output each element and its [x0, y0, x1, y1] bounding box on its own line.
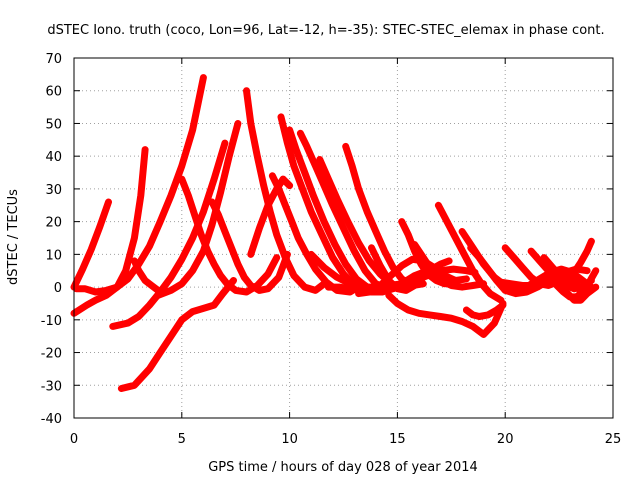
- series-line-28: [462, 301, 507, 320]
- x-tick-label: 15: [389, 432, 406, 447]
- series-line-38: [562, 267, 582, 289]
- y-tick-label: -10: [41, 314, 62, 329]
- y-tick-label: 50: [45, 117, 62, 132]
- series-line-9: [208, 198, 291, 294]
- series-line-1: [70, 198, 112, 291]
- series-line-18: [324, 267, 444, 296]
- grid-lines: [74, 58, 613, 418]
- y-axis-ticks: -40 -30 -20 -10 0 10 20 30 40 50 60 70: [41, 52, 613, 427]
- x-axis-label: GPS time / hours of day 028 of year 2014: [208, 460, 478, 475]
- series-line-7: [154, 120, 242, 299]
- series-line-21: [385, 291, 507, 338]
- x-tick-label: 10: [281, 432, 298, 447]
- series-line-25: [434, 201, 505, 304]
- series-group: [70, 74, 600, 392]
- x-tick-label: 5: [178, 432, 186, 447]
- y-tick-label: 20: [45, 216, 62, 231]
- series-line-36: [557, 283, 600, 304]
- series-line-6: [130, 257, 162, 294]
- y-tick-label: -40: [41, 412, 62, 427]
- plot-frame: [73, 57, 614, 419]
- y-tick-label: -30: [41, 379, 62, 394]
- series-line-20: [355, 255, 470, 298]
- y-tick-label: 10: [45, 248, 62, 263]
- y-tick-label: 60: [45, 85, 62, 100]
- x-tick-label: 0: [70, 432, 78, 447]
- chart-title: dSTEC Iono. truth (coco, Lon=96, Lat=-12…: [47, 23, 604, 38]
- series-line-11: [247, 175, 294, 258]
- x-tick-label: 25: [605, 432, 622, 447]
- y-tick-label: 40: [45, 150, 62, 165]
- y-tick-label: 0: [54, 281, 62, 296]
- series-line-14: [286, 126, 382, 294]
- x-tick-label: 20: [497, 432, 514, 447]
- series-line-37: [557, 237, 595, 286]
- series-line-24: [411, 241, 488, 291]
- y-axis-label: dSTEC / TECUs: [6, 189, 21, 285]
- series-line-22: [368, 244, 453, 294]
- series-line-4: [109, 139, 229, 330]
- y-tick-label: 30: [45, 183, 62, 198]
- y-tick-label: 70: [45, 52, 62, 67]
- series-line-17: [342, 142, 427, 289]
- x-axis-ticks: 0 5 10 15 20 25: [70, 58, 621, 447]
- y-tick-label: -20: [41, 347, 62, 362]
- series-line-10: [243, 87, 328, 294]
- series-line-5: [117, 277, 237, 392]
